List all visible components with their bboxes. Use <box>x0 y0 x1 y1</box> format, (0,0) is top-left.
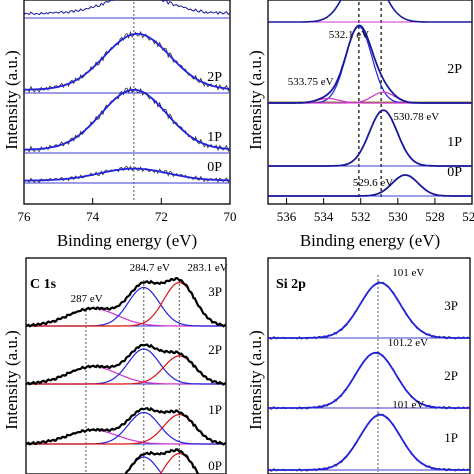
tl-raw-curve <box>23 85 231 153</box>
tl-fit-curve <box>23 32 231 91</box>
bl-series-label: 3P <box>208 284 222 299</box>
tr-fit-curve <box>268 109 472 167</box>
bl-component-curve <box>25 429 226 445</box>
bottom-left-title: C 1s <box>30 277 57 292</box>
bottom-right-ylabel: Intensity (a.u.) <box>246 330 265 430</box>
br-annotation: 101 eV <box>392 267 424 279</box>
tr-top-partial-curve <box>268 0 472 23</box>
tr-xtick-label: 530 <box>388 209 408 224</box>
tr-annotation: 532.1 eV <box>329 29 369 41</box>
br-fit-curve <box>268 281 470 339</box>
bl-envelope-curve <box>124 448 201 474</box>
tr-xtick-label: 536 <box>277 209 297 224</box>
top-left-ylabel: Intensity (a.u.) <box>2 50 21 150</box>
tr-xtick-label: 534 <box>314 209 334 224</box>
tr-annotation: 529.6 eV <box>353 177 393 189</box>
tr-component-curve <box>268 25 472 104</box>
tl-fit-curve <box>24 88 231 151</box>
tr-component-curve <box>268 91 472 104</box>
bl-envelope-curve <box>25 276 226 328</box>
tl-xtick-label: 74 <box>86 209 100 224</box>
panel-bottom-right-frame <box>267 257 471 474</box>
tr-series-label: 1P <box>447 135 462 150</box>
bl-annotation: 283.1 eV <box>187 262 227 274</box>
tl-xtick-label: 70 <box>224 209 237 224</box>
tl-xtick-label: 76 <box>18 209 32 224</box>
tr-xtick-label: 528 <box>425 209 445 224</box>
br-fit-curve <box>268 351 470 409</box>
br-annotation: 101 eV <box>392 399 424 411</box>
br-series-label: 2P <box>444 368 458 383</box>
top-right-ylabel: Intensity (a.u.) <box>246 50 265 150</box>
br-raw-curve <box>267 351 471 410</box>
tr-annotation: 530.78 eV <box>393 111 439 123</box>
br-fit-curve <box>268 413 470 471</box>
bl-envelope-curve <box>25 343 227 386</box>
tl-series-label: 1P <box>207 130 222 145</box>
bottom-left-ylabel: Intensity (a.u.) <box>2 330 21 430</box>
tr-series-label: 2P <box>447 62 462 77</box>
panel-top-left-frame <box>23 0 231 205</box>
bl-annotation: 287 eV <box>71 293 103 305</box>
bl-envelope-curve <box>25 406 227 446</box>
tr-fit-curve <box>268 174 472 197</box>
tl-top-partial-curve <box>23 0 231 16</box>
bl-series-label: 2P <box>208 342 222 357</box>
top-left-xlabel: Binding energy (eV) <box>57 231 197 250</box>
tr-fit-curve <box>268 24 472 104</box>
tr-component-curve <box>268 109 472 167</box>
tl-fit-curve <box>24 167 231 182</box>
bl-annotation: 284.7 eV <box>130 262 170 274</box>
bl-component-curve <box>25 307 226 327</box>
tr-annotation: 533.75 eV <box>288 76 334 88</box>
tr-xtick-label: 526 <box>462 209 474 224</box>
tr-series-label: 0P <box>447 165 462 180</box>
br-series-label: 1P <box>444 430 458 445</box>
panel-bottom-left-frame <box>25 257 227 474</box>
bottom-right-title: Si 2p <box>276 277 306 292</box>
bl-series-label: 0P <box>208 458 222 473</box>
tl-series-label: 0P <box>207 160 222 175</box>
tl-xtick-label: 72 <box>155 209 168 224</box>
tr-xtick-label: 532 <box>351 209 371 224</box>
bl-series-label: 1P <box>208 402 222 417</box>
br-annotation: 101.2 eV <box>388 337 428 349</box>
tl-raw-curve <box>23 30 231 93</box>
tl-series-label: 2P <box>207 70 222 85</box>
br-series-label: 3P <box>444 298 458 313</box>
top-right-xlabel: Binding energy (eV) <box>300 231 440 250</box>
